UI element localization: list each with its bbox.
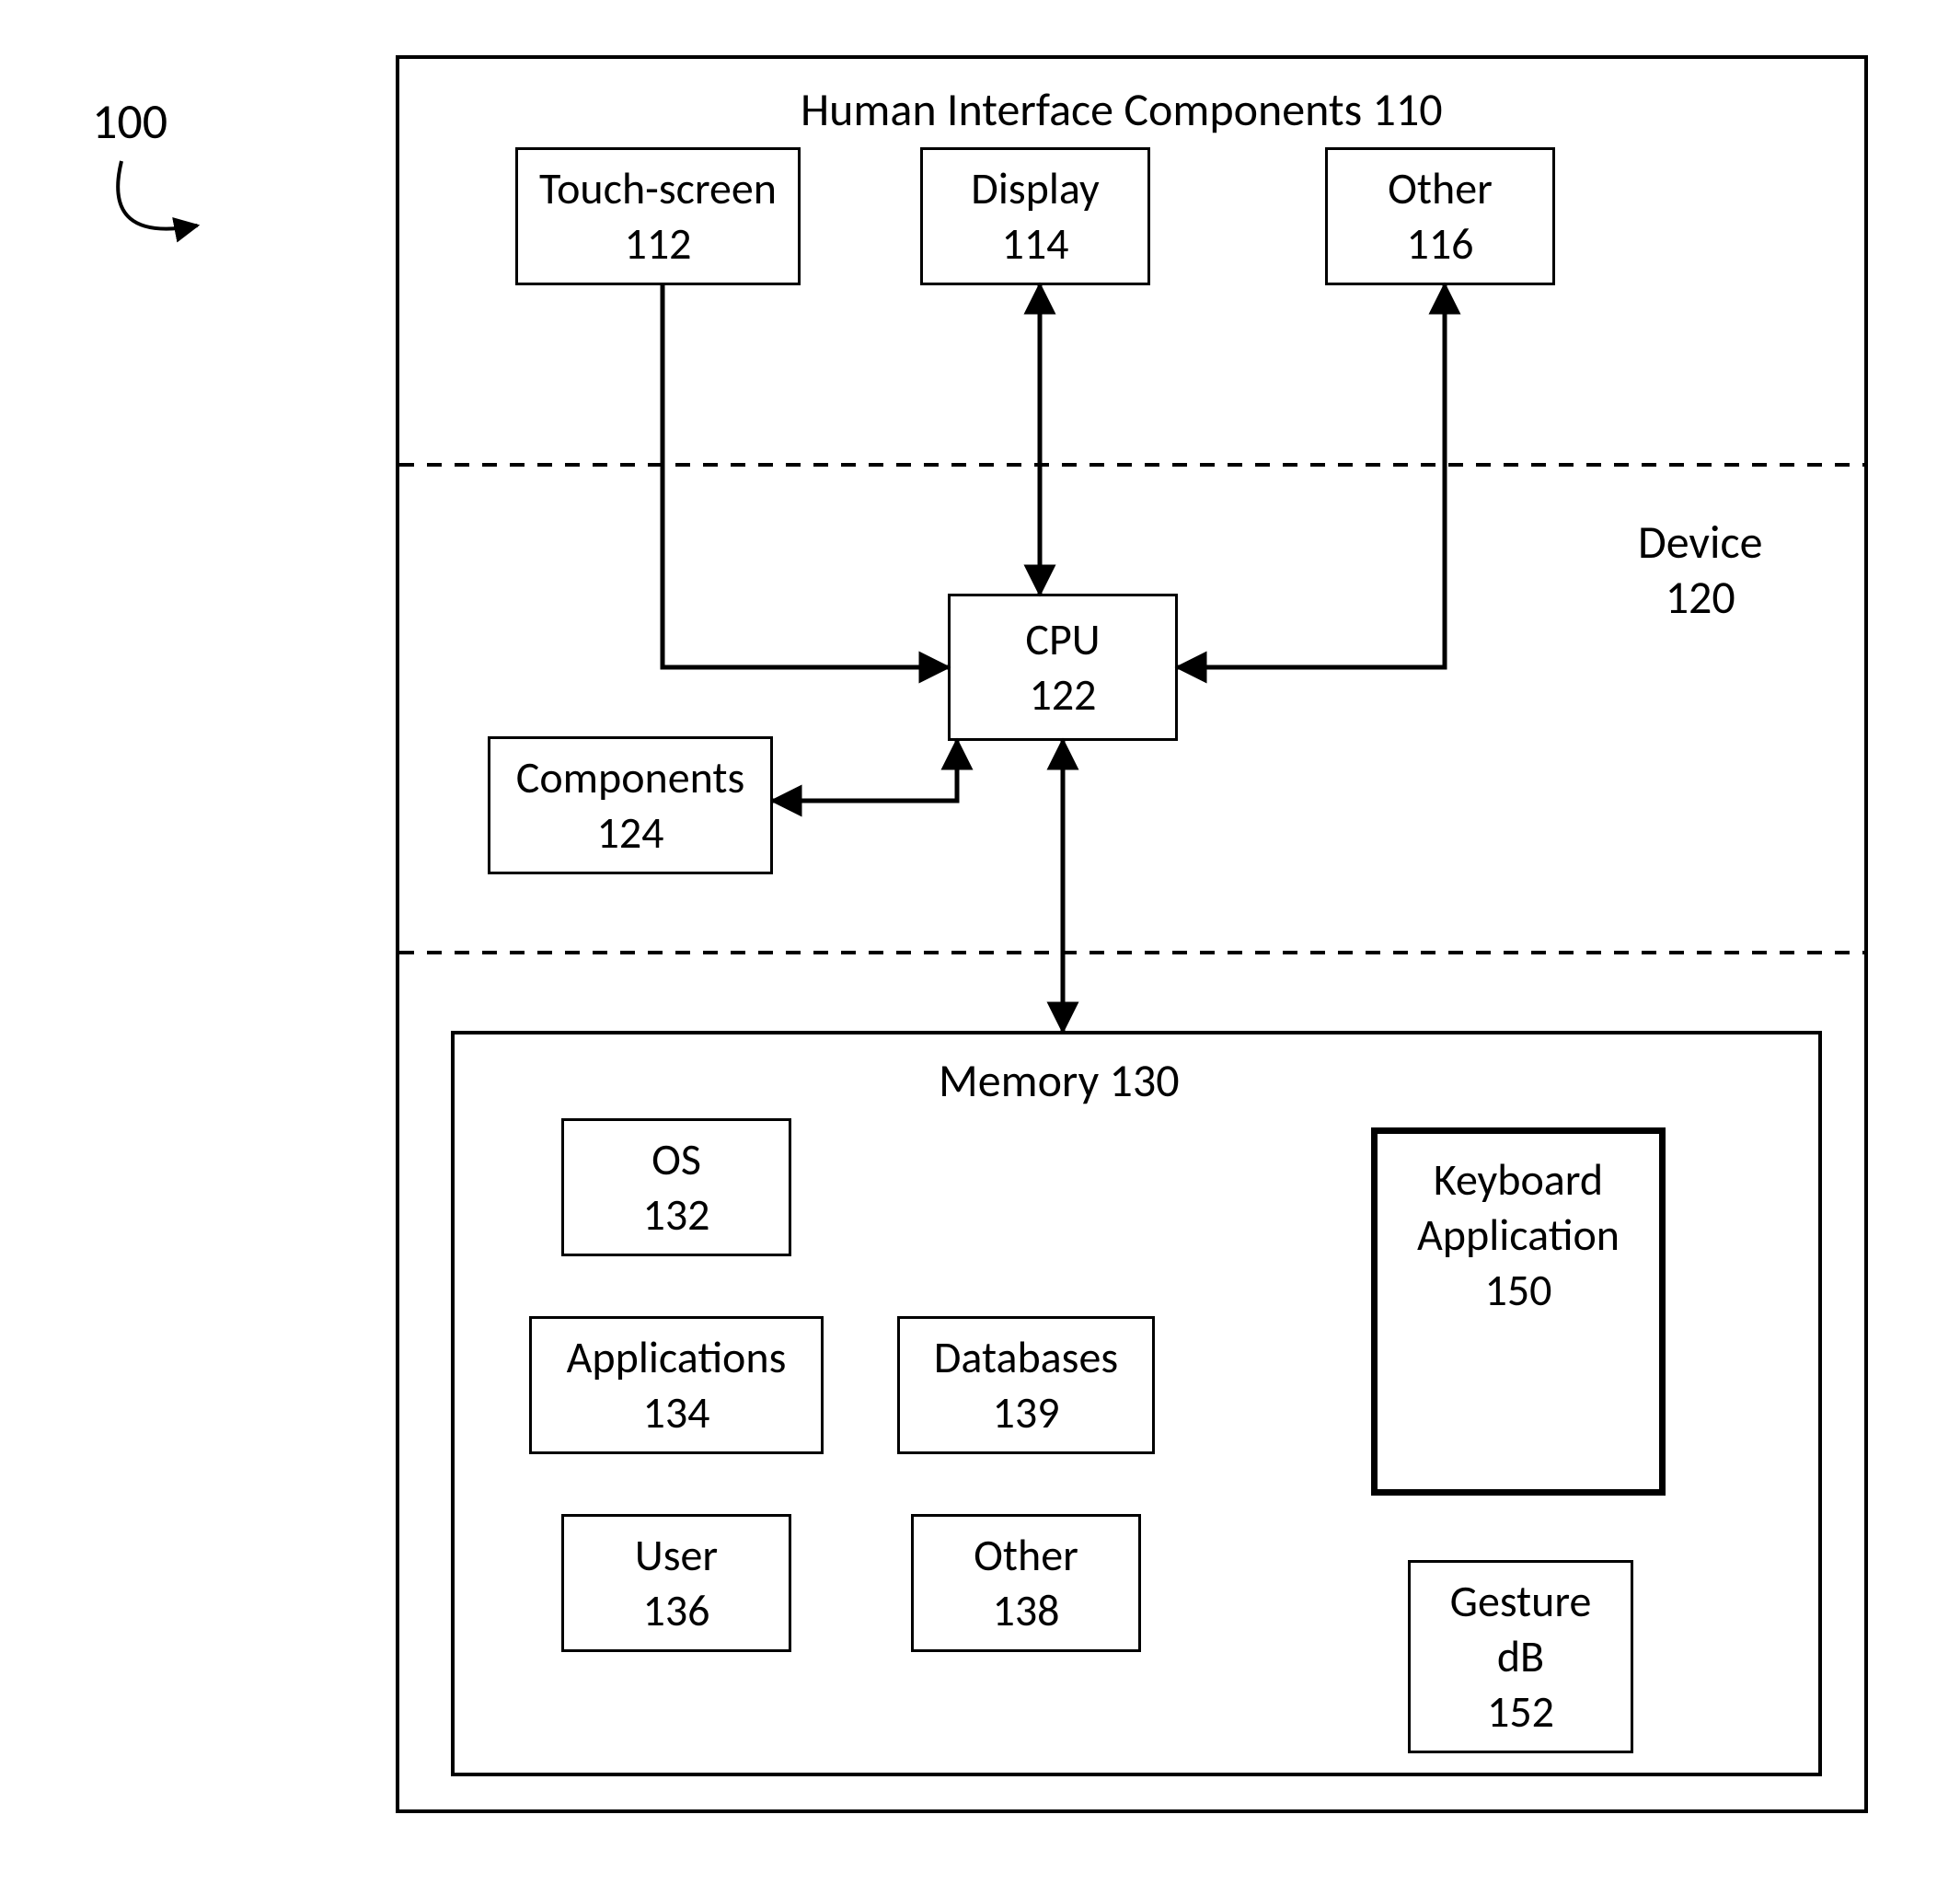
node-user-line2: 136 <box>643 1583 710 1638</box>
section-title-human-interface: Human Interface Components 110 <box>801 83 1443 138</box>
node-touchscreen-line2: 112 <box>625 216 692 272</box>
diagram-canvas: 100 Human Interface Components 110 Devic… <box>0 0 1960 1884</box>
node-components: Components124 <box>488 736 773 874</box>
node-gesture-db-line2: dB <box>1497 1629 1544 1684</box>
node-components-line2: 124 <box>597 805 664 861</box>
node-cpu-line2: 122 <box>1030 667 1097 722</box>
node-other-hic: Other116 <box>1325 147 1555 285</box>
node-os-line1: OS <box>651 1132 701 1187</box>
node-display-line2: 114 <box>1002 216 1069 272</box>
node-keyboard-app-line1: Keyboard <box>1434 1152 1603 1208</box>
section-title-memory: Memory 130 <box>939 1054 1180 1109</box>
node-other-mem-line2: 138 <box>993 1583 1060 1638</box>
section-label-device: Device 120 <box>1638 515 1762 626</box>
node-other-hic-line2: 116 <box>1407 216 1474 272</box>
node-databases-line2: 139 <box>993 1385 1060 1440</box>
node-applications-line1: Applications <box>567 1330 787 1385</box>
node-other-mem: Other138 <box>911 1514 1141 1652</box>
node-display-line1: Display <box>971 161 1099 216</box>
node-display: Display114 <box>920 147 1150 285</box>
device-label-line1: Device <box>1638 514 1762 571</box>
node-applications-line2: 134 <box>643 1385 710 1440</box>
node-cpu-line1: CPU <box>1025 612 1100 667</box>
node-gesture-db-line1: Gesture <box>1450 1574 1592 1629</box>
node-other-mem-line1: Other <box>974 1528 1078 1583</box>
node-applications: Applications134 <box>529 1316 824 1454</box>
node-databases: Databases139 <box>897 1316 1155 1454</box>
figure-pointer-arc <box>118 161 197 229</box>
node-gesture-db-line3: 152 <box>1487 1684 1554 1740</box>
node-databases-line1: Databases <box>934 1330 1118 1385</box>
node-user-line1: User <box>635 1528 718 1583</box>
node-cpu: CPU122 <box>948 594 1178 741</box>
node-keyboard-app: KeyboardApplication150 <box>1371 1127 1666 1496</box>
node-keyboard-app-line2: Application <box>1417 1208 1620 1263</box>
figure-number: 100 <box>92 92 167 152</box>
node-keyboard-app-line3: 150 <box>1485 1263 1552 1318</box>
device-label-line2: 120 <box>1666 570 1735 626</box>
node-components-line1: Components <box>516 750 745 805</box>
node-gesture-db: GesturedB152 <box>1408 1560 1633 1753</box>
node-touchscreen-line1: Touch-screen <box>539 161 777 216</box>
node-user: User136 <box>561 1514 791 1652</box>
node-touchscreen: Touch-screen112 <box>515 147 801 285</box>
node-os: OS132 <box>561 1118 791 1256</box>
node-os-line2: 132 <box>643 1187 710 1243</box>
node-other-hic-line1: Other <box>1388 161 1493 216</box>
